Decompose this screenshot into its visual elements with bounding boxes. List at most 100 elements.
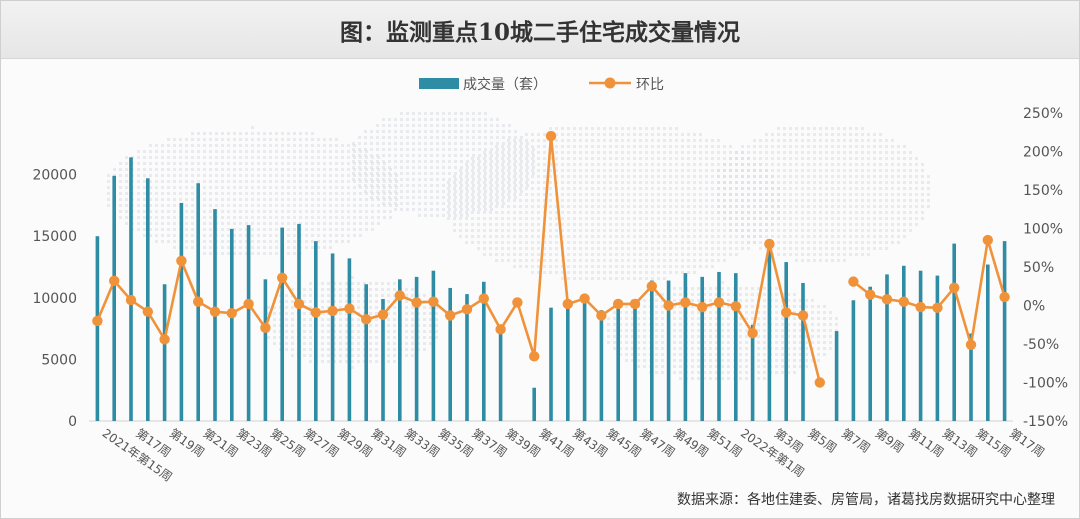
map-dot <box>287 216 290 219</box>
map-dot <box>436 172 439 175</box>
bar <box>566 306 570 421</box>
map-dot <box>627 199 630 202</box>
map-dot <box>817 311 820 314</box>
map-dot <box>885 163 888 166</box>
map-dot <box>801 259 804 262</box>
map-dot <box>657 151 660 154</box>
map-dot <box>293 252 296 255</box>
map-dot <box>442 112 445 115</box>
map-dot <box>411 342 414 345</box>
map-dot <box>723 175 726 178</box>
map-dot <box>643 317 646 320</box>
map-dot <box>495 211 498 214</box>
map-dot <box>591 193 594 196</box>
map-dot <box>275 156 278 159</box>
map-dot <box>393 354 396 357</box>
line-point <box>293 298 305 310</box>
map-dot <box>543 133 546 136</box>
map-dot <box>358 184 361 187</box>
map-dot <box>823 323 826 326</box>
map-dot <box>359 156 362 159</box>
map-dot <box>613 329 616 332</box>
map-dot <box>637 353 640 356</box>
map-dot <box>597 145 600 148</box>
map-dot <box>532 166 535 169</box>
map-dot <box>239 246 242 249</box>
map-dot <box>454 166 457 169</box>
map-dot <box>829 335 832 338</box>
map-dot <box>867 223 870 226</box>
map-dot <box>633 157 636 160</box>
map-dot <box>825 235 828 238</box>
map-dot <box>502 184 505 187</box>
map-dot <box>495 151 498 154</box>
map-dot <box>125 186 128 189</box>
map-dot <box>477 181 480 184</box>
map-dot <box>573 133 576 136</box>
map-dot <box>502 130 505 133</box>
map-dot <box>405 312 408 315</box>
map-dot <box>621 151 624 154</box>
map-dot <box>520 136 523 139</box>
map-dot <box>655 359 658 362</box>
map-dot <box>679 347 682 350</box>
map-dot <box>723 217 726 220</box>
map-dot <box>633 169 636 172</box>
map-dot <box>645 247 648 250</box>
map-dot <box>179 168 182 171</box>
map-dot <box>771 205 774 208</box>
map-dot <box>269 132 272 135</box>
map-dot <box>107 180 110 183</box>
map-dot <box>465 241 468 244</box>
map-dot <box>813 205 816 208</box>
map-dot <box>837 145 840 148</box>
map-dot <box>245 162 248 165</box>
map-dot <box>885 193 888 196</box>
map-dot <box>478 142 481 145</box>
map-dot <box>395 198 398 201</box>
map-dot <box>691 341 694 344</box>
map-dot <box>663 145 666 148</box>
map-dot <box>747 199 750 202</box>
map-dot <box>825 169 828 172</box>
bar <box>129 157 133 421</box>
map-dot <box>775 305 778 308</box>
map-dot <box>837 223 840 226</box>
map-dot <box>375 336 378 339</box>
map-dot <box>447 211 450 214</box>
map-dot <box>879 193 882 196</box>
map-dot <box>795 187 798 190</box>
map-dot <box>615 211 618 214</box>
map-dot <box>705 235 708 238</box>
map-dot <box>173 204 176 207</box>
map-dot <box>376 136 379 139</box>
map-dot <box>639 151 642 154</box>
map-dot <box>609 229 612 232</box>
map-dot <box>393 282 396 285</box>
map-dot <box>703 365 706 368</box>
map-dot <box>603 205 606 208</box>
map-dot <box>329 174 332 177</box>
map-dot <box>597 253 600 256</box>
map-dot <box>909 175 912 178</box>
map-dot <box>813 175 816 178</box>
map-dot <box>333 336 336 339</box>
map-dot <box>365 180 368 183</box>
map-dot <box>687 247 690 250</box>
map-dot <box>597 199 600 202</box>
map-dot <box>209 222 212 225</box>
right-tick-label: 50% <box>1023 260 1054 276</box>
map-dot <box>125 204 128 207</box>
map-dot <box>681 235 684 238</box>
map-dot <box>496 172 499 175</box>
map-dot <box>813 247 816 250</box>
bar <box>280 227 284 421</box>
map-dot <box>490 190 493 193</box>
map-dot <box>753 187 756 190</box>
map-dot <box>703 371 706 374</box>
map-dot <box>155 156 158 159</box>
map-dot <box>579 199 582 202</box>
map-dot <box>843 235 846 238</box>
map-dot <box>418 196 421 199</box>
map-dot <box>460 130 463 133</box>
